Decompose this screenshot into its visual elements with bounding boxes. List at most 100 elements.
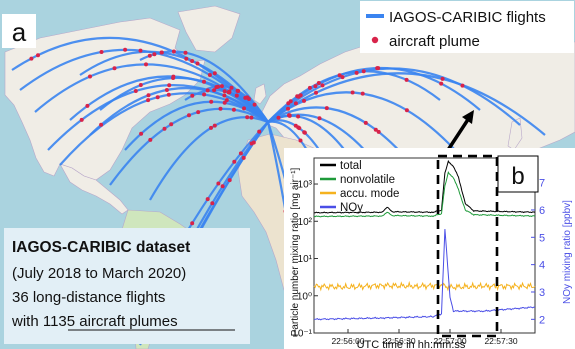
aircraft-plume-dot bbox=[439, 81, 444, 86]
plume-legend-swatch bbox=[371, 36, 379, 44]
panel-b-label-box bbox=[497, 155, 539, 193]
y-left-tick-label: 10⁻¹ bbox=[292, 329, 312, 340]
aircraft-plume-dot bbox=[375, 66, 380, 71]
zoom-arrow bbox=[446, 110, 474, 151]
aircraft-plume-dot bbox=[138, 83, 143, 87]
north-america bbox=[4, 17, 206, 181]
y-left-tick-label: 10³ bbox=[298, 180, 313, 191]
y-left-tick-label: 10² bbox=[298, 217, 313, 228]
aircraft-plume-dot bbox=[209, 125, 213, 130]
aircraft-plume-dot bbox=[202, 79, 206, 84]
greenland bbox=[177, 5, 241, 53]
aircraft-plume-dot bbox=[112, 66, 117, 71]
aircraft-plume-dot bbox=[354, 70, 359, 75]
uk bbox=[253, 83, 267, 105]
x-tick-label: 22:57:00 bbox=[433, 336, 466, 346]
flight-track bbox=[267, 66, 481, 123]
zoom-arrow-shaft bbox=[446, 117, 471, 151]
legend-noy-label: NOy bbox=[340, 202, 363, 214]
aircraft-plume-dot bbox=[196, 110, 201, 115]
aircraft-plume-dot bbox=[216, 181, 221, 186]
aircraft-plume-dot bbox=[337, 73, 342, 78]
plume-legend-label: aircraft plume bbox=[389, 33, 480, 50]
aircraft-plume-dot bbox=[324, 106, 329, 111]
aircraft-plume-dot bbox=[167, 83, 172, 88]
aircraft-plume-dot bbox=[212, 71, 217, 76]
flight-track bbox=[11, 36, 269, 123]
aircraft-plume-dot bbox=[302, 130, 307, 135]
chart-legend: total nonvolatile accu. mode NOy bbox=[320, 160, 399, 214]
aircraft-plume-dot bbox=[123, 47, 128, 52]
aircraft-plume-dot bbox=[220, 184, 225, 189]
y-right-tick-label: 7 bbox=[539, 178, 545, 190]
aircraft-plume-dot bbox=[166, 92, 171, 97]
aircraft-plume-dot bbox=[249, 115, 254, 120]
chart-series bbox=[313, 159, 536, 321]
aircraft-plume-dot bbox=[243, 95, 248, 100]
aircraft-plume-dot bbox=[190, 93, 195, 98]
aircraft-plume-dot bbox=[361, 69, 366, 74]
aircraft-plume-dot bbox=[222, 93, 227, 98]
chart-ticks: 22:56:00 22:56:30 22:57:00 22:57:30 10⁻¹ 10⁰ 1… bbox=[292, 178, 545, 346]
y-left-tick-label: 10¹ bbox=[298, 254, 313, 265]
aircraft-plume-dot bbox=[171, 76, 176, 80]
aircraft-plume-dot bbox=[212, 123, 217, 128]
aircraft-plume-dot bbox=[373, 127, 378, 132]
aircraft-plume-dot bbox=[202, 92, 207, 97]
aircraft-plume-dot bbox=[320, 83, 325, 88]
aircraft-plume-dot bbox=[286, 106, 290, 111]
aircraft-plume-dot bbox=[210, 201, 215, 206]
series-line-total bbox=[313, 159, 536, 214]
x-tick-label: 22:56:30 bbox=[382, 336, 415, 346]
aircraft-plume-dot bbox=[99, 50, 104, 54]
aircraft-plume-dot bbox=[313, 84, 318, 89]
aircraft-plume-dot bbox=[219, 84, 224, 89]
aircraft-plume-dot bbox=[207, 73, 212, 77]
aircraft-plume-dot bbox=[296, 114, 301, 119]
x-axis-label: UTC time in hh:mm:ss bbox=[357, 339, 466, 349]
dataset-title: IAGOS-CARIBIC dataset bbox=[12, 239, 190, 256]
x-tick-label: 22:56:00 bbox=[331, 336, 364, 346]
flight-track bbox=[149, 116, 269, 201]
aircraft-plume-dot bbox=[257, 129, 262, 134]
aircraft-plume-dot bbox=[155, 95, 160, 100]
aircraft-plume-dot bbox=[218, 106, 223, 111]
y-right-tick-label: 4 bbox=[539, 260, 545, 272]
aircraft-plume-dot bbox=[146, 93, 151, 98]
dataset-plumes: with 1135 aircraft plumes bbox=[11, 313, 178, 330]
aircraft-plume-dot bbox=[298, 138, 303, 143]
aircraft-plume-dot bbox=[317, 116, 322, 121]
aircraft-plume-dot bbox=[226, 90, 231, 95]
aircraft-plume-dot bbox=[29, 56, 34, 61]
aircraft-plume-dot bbox=[245, 115, 250, 120]
aircraft-plume-dot bbox=[302, 98, 306, 103]
aircraft-plume-dot bbox=[296, 125, 301, 130]
legend-nonvolatile-label: nonvolatile bbox=[340, 174, 395, 186]
aircraft-plume-dot bbox=[148, 137, 153, 142]
aircraft-plume-dot bbox=[340, 75, 345, 80]
aircraft-plume-dot bbox=[169, 122, 174, 127]
aircraft-plume-dot bbox=[184, 56, 189, 61]
aircraft-plume-dot bbox=[316, 81, 321, 85]
aircraft-plume-dot bbox=[159, 50, 164, 55]
aircraft-plume-dot bbox=[460, 83, 465, 88]
aircraft-plume-dot bbox=[152, 52, 157, 57]
japan bbox=[507, 117, 523, 151]
aircraft-plume-dot bbox=[146, 98, 151, 103]
flight-track bbox=[267, 72, 546, 136]
flight-track bbox=[89, 86, 269, 136]
panel-a-label-box bbox=[2, 14, 36, 48]
aircraft-plume-dot bbox=[216, 84, 220, 89]
aircraft-plume-dot bbox=[404, 108, 409, 113]
aircraft-plume-dot bbox=[88, 74, 92, 79]
aircraft-plume-dot bbox=[190, 221, 195, 226]
y-right-tick-label: 5 bbox=[539, 232, 545, 244]
flight-track bbox=[99, 76, 269, 123]
aircraft-plume-dot bbox=[276, 115, 281, 120]
series-line-nonvolatile bbox=[313, 171, 536, 218]
aircraft-plume-dot bbox=[164, 88, 169, 92]
x-tick-label: 22:57:30 bbox=[484, 336, 517, 346]
aircraft-plume-dot bbox=[209, 99, 214, 104]
